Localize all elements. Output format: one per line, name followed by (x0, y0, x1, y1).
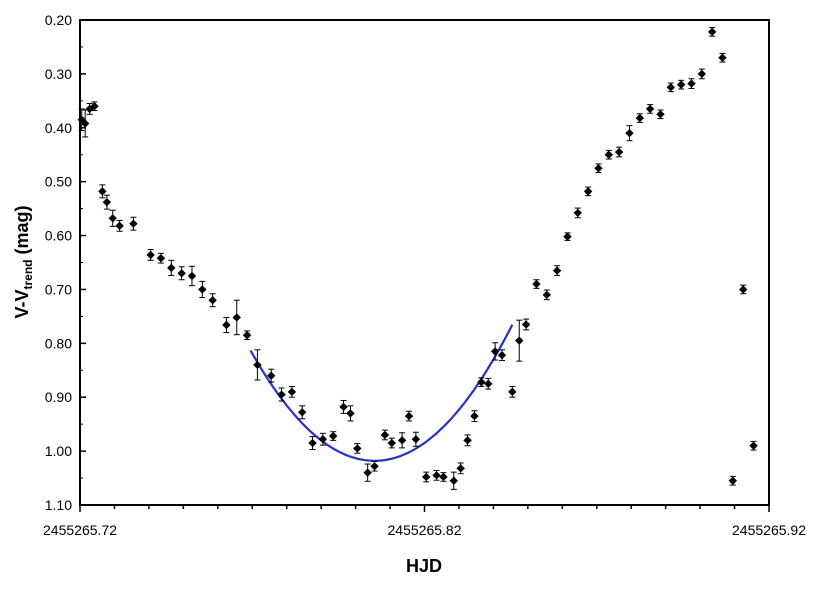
data-point (738, 285, 748, 294)
data-point (521, 320, 531, 329)
data-point (115, 221, 124, 231)
y-tick-label: 0.20 (45, 12, 72, 28)
data-point (583, 187, 593, 196)
data-point (490, 347, 500, 356)
data-point (77, 115, 86, 124)
data-point (98, 187, 107, 196)
data-point (129, 219, 138, 228)
data-point (397, 436, 407, 445)
data-point (456, 464, 465, 473)
data-point (449, 476, 458, 485)
fit-curve (249, 324, 514, 462)
data-point (625, 128, 634, 138)
data-point (552, 266, 562, 275)
data-point (432, 471, 441, 480)
data-point (676, 80, 686, 89)
y-tick-label: 0.70 (45, 281, 72, 297)
data-point (329, 431, 338, 441)
data-point (666, 83, 676, 92)
data-point (187, 271, 197, 281)
plot-frame (79, 19, 770, 506)
data-point (497, 350, 507, 360)
data-point (604, 150, 614, 159)
data-point (508, 387, 517, 397)
data-points (77, 27, 758, 490)
data-point (532, 279, 541, 289)
y-axis-title-main: V-V (12, 289, 32, 318)
data-point (198, 285, 207, 294)
data-point (277, 390, 286, 399)
data-point (463, 436, 472, 445)
data-point (697, 69, 707, 79)
y-tick-label: 0.40 (45, 120, 72, 136)
y-tick-label: 0.60 (45, 228, 72, 244)
data-point (614, 147, 624, 157)
data-point (363, 468, 372, 477)
data-point (80, 119, 90, 128)
data-point (718, 53, 727, 62)
data-point (177, 269, 186, 278)
data-point (232, 313, 241, 322)
y-axis-title-subscript: trend (21, 259, 35, 289)
data-point (208, 296, 217, 305)
data-point (707, 27, 717, 37)
x-tick-label: 2455265.92 (732, 522, 806, 538)
x-tick-label: 2455265.82 (388, 522, 462, 538)
data-point (728, 476, 738, 485)
x-axis: 2455265.72 2455265.82 2455265.92 (43, 505, 806, 538)
y-tick-label: 0.50 (45, 174, 72, 190)
y-tick-label: 0.30 (45, 66, 72, 82)
data-point (439, 472, 448, 482)
data-point (477, 377, 486, 387)
data-point (411, 435, 421, 444)
data-point (242, 331, 252, 340)
data-point (687, 79, 696, 88)
data-point (353, 444, 362, 453)
data-point (108, 214, 117, 223)
data-point (222, 320, 231, 330)
data-point (484, 379, 493, 388)
data-point (470, 411, 479, 421)
data-point (85, 104, 94, 114)
data-point (298, 408, 307, 417)
data-point (422, 472, 431, 482)
data-point (542, 290, 551, 300)
y-axis-title-suffix: (mag) (12, 205, 32, 259)
data-point (90, 102, 99, 111)
data-point (656, 110, 665, 119)
x-axis-title: HJD (406, 556, 442, 576)
data-point (635, 113, 645, 123)
data-point (318, 435, 328, 444)
data-point (573, 208, 583, 218)
data-point (370, 462, 379, 471)
y-tick-label: 1.00 (45, 443, 72, 459)
data-point (156, 253, 166, 263)
data-point (102, 197, 112, 207)
data-point (266, 371, 276, 380)
data-point (146, 250, 155, 260)
data-point (346, 409, 355, 418)
data-point (380, 430, 390, 440)
data-point (253, 360, 262, 370)
data-point (339, 402, 348, 412)
data-point (594, 163, 603, 173)
y-tick-label: 1.10 (45, 497, 72, 513)
data-point (645, 104, 655, 114)
data-point (308, 438, 317, 448)
data-point (167, 263, 176, 273)
data-point (563, 232, 572, 241)
data-point (404, 411, 414, 421)
y-tick-label: 0.90 (45, 389, 72, 405)
data-point (749, 441, 758, 450)
data-point (515, 336, 524, 345)
fit-layer (249, 324, 514, 462)
data-point (387, 438, 396, 448)
x-tick-label: 2455265.72 (43, 522, 117, 538)
data-point (287, 387, 297, 397)
y-axis-title: V-Vtrend (mag) (12, 205, 35, 318)
y-tick-label: 0.80 (45, 335, 72, 351)
y-axis: 0.20 0.30 0.40 0.50 0.60 0.70 0.80 0.90 1.00 1.10 (45, 12, 86, 513)
